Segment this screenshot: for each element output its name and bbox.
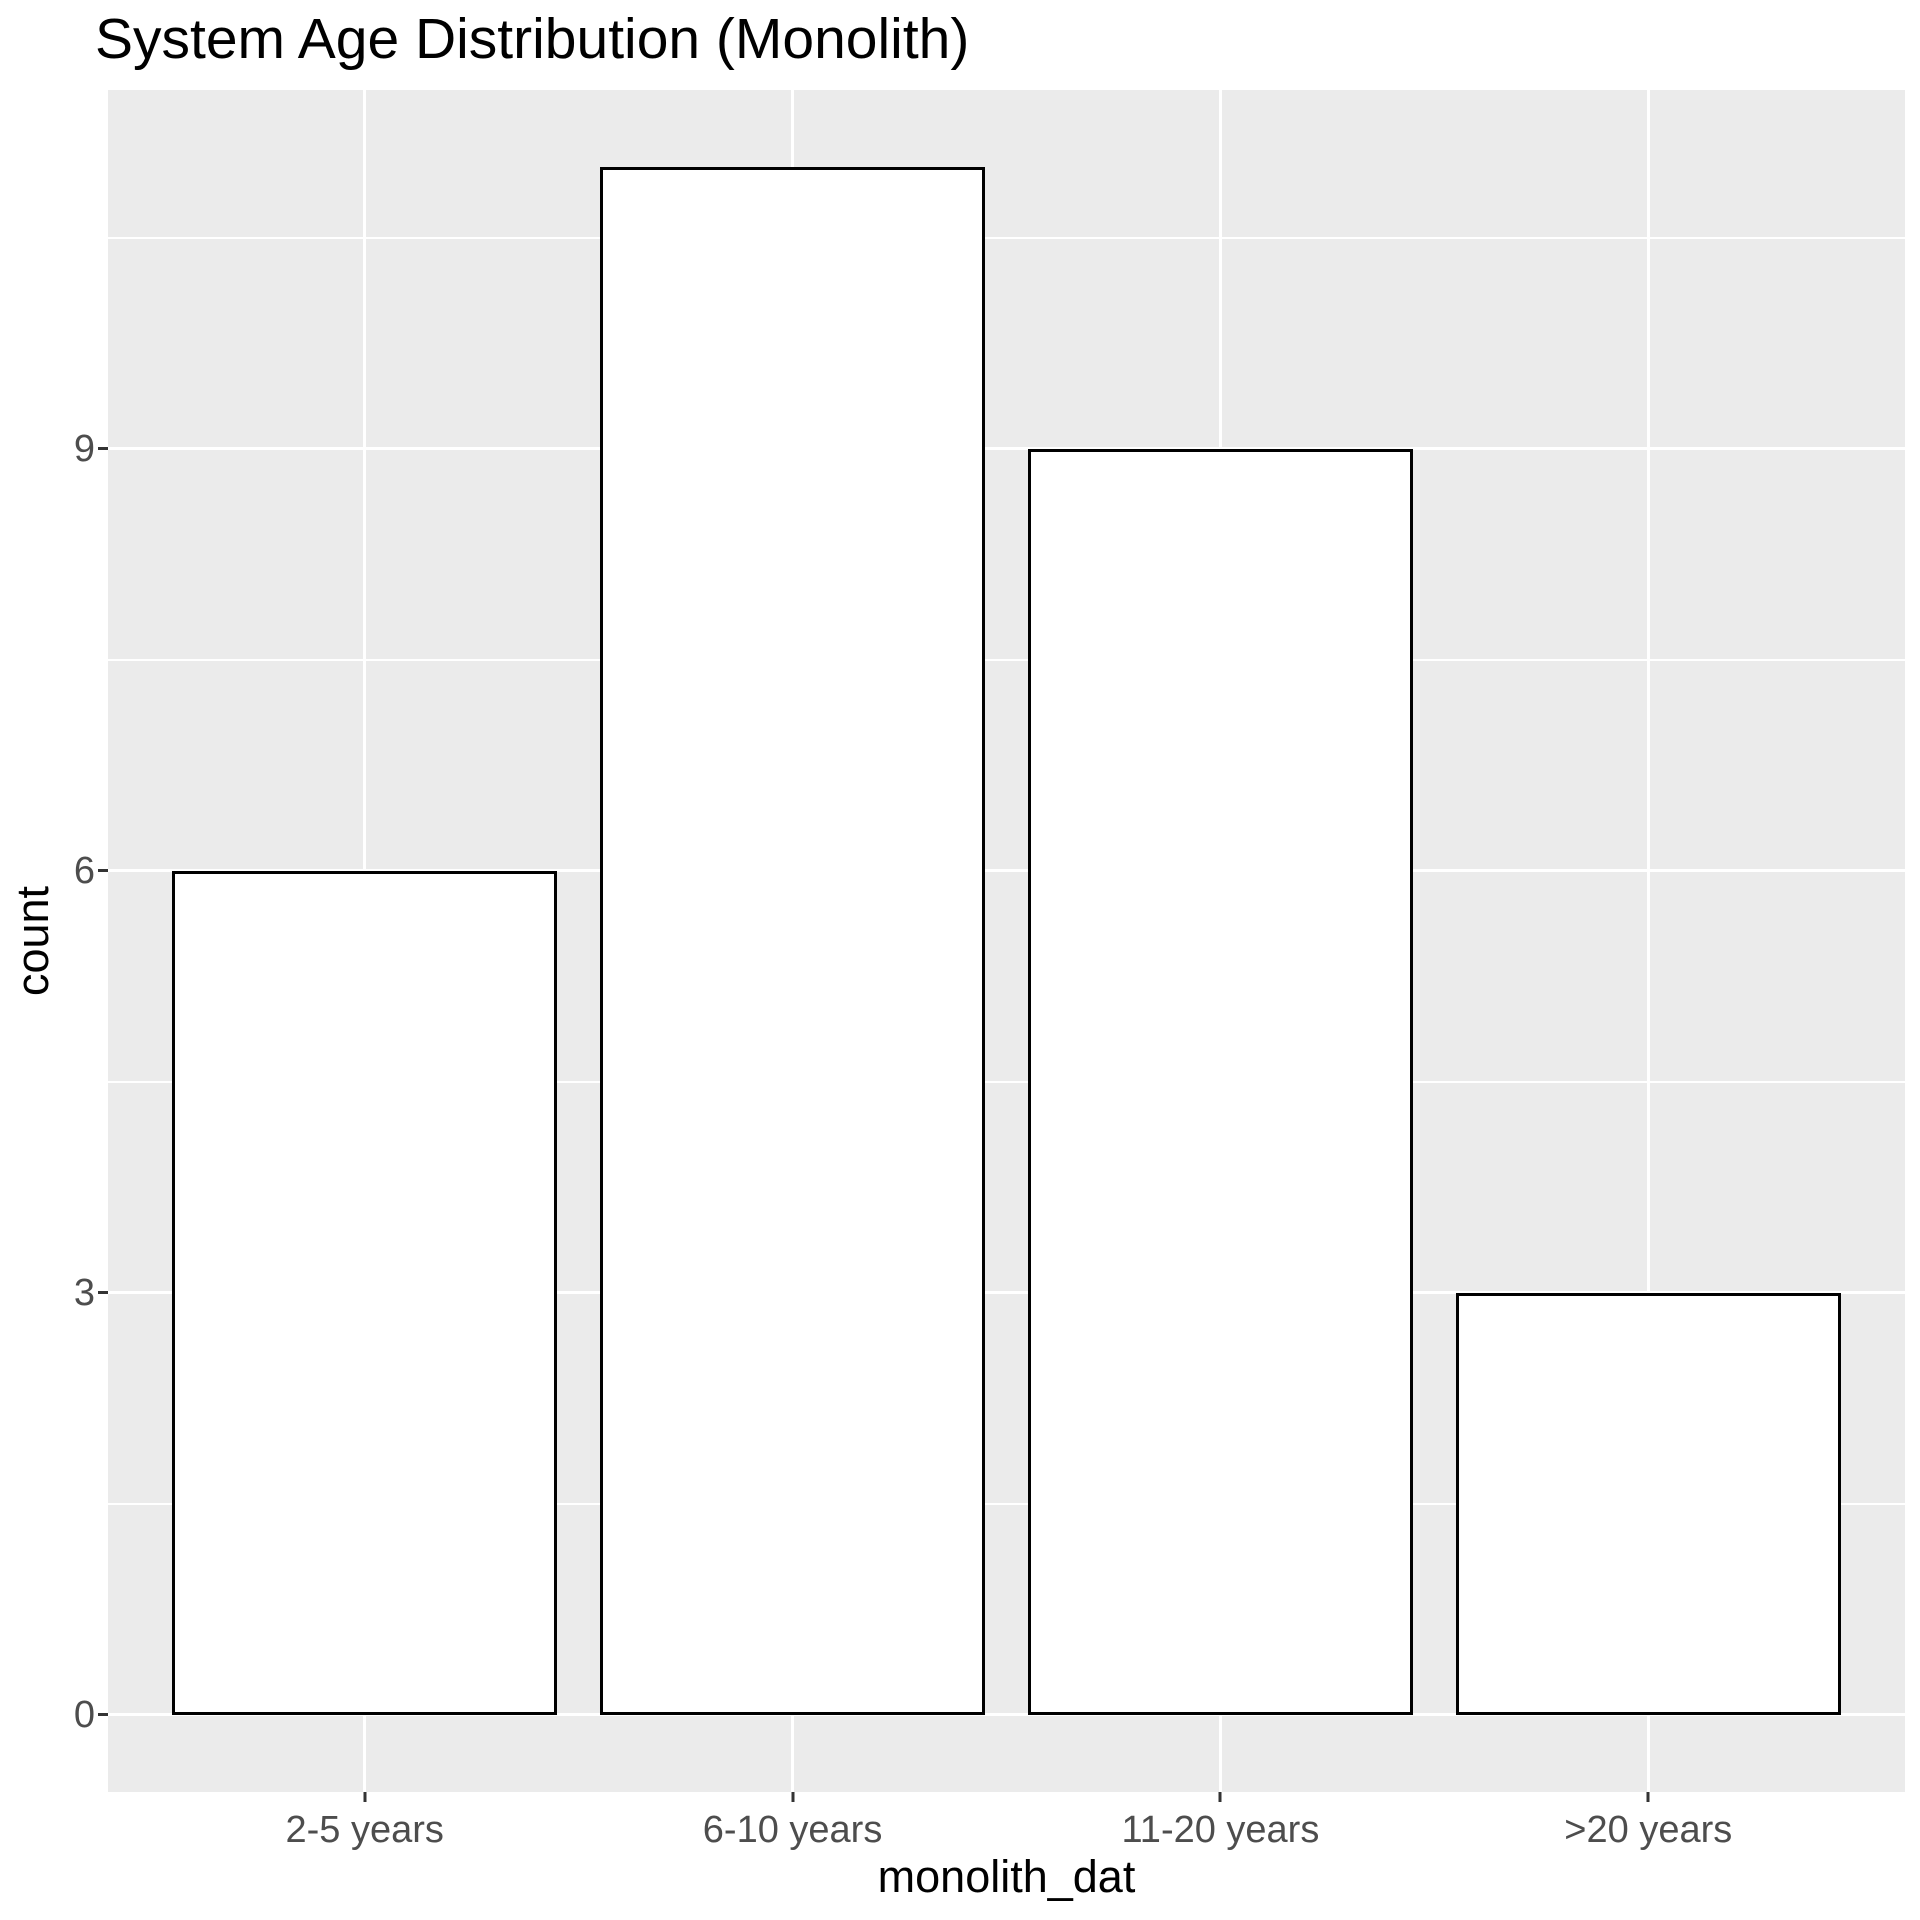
x-tick-label-2: 6-10 years xyxy=(702,1809,883,1851)
x-tick-mark-1 xyxy=(363,1792,367,1802)
gridline-minor-y-10.5 xyxy=(108,236,1905,239)
gridline-minor-y-7.5 xyxy=(108,658,1905,661)
x-tick-mark-3 xyxy=(1218,1792,1222,1802)
gridline-major-y-3 xyxy=(108,1291,1905,1295)
gridline-major-y-9 xyxy=(108,447,1905,451)
gridline-minor-y-1.5 xyxy=(108,1502,1905,1505)
y-tick-mark-6 xyxy=(98,869,108,873)
x-tick-label-3: 11-20 years xyxy=(1121,1809,1320,1851)
gridline-major-x-4 xyxy=(1646,90,1650,1792)
y-tick-label-6: 6 xyxy=(73,849,95,892)
x-tick-mark-4 xyxy=(1646,1792,1650,1802)
gridline-minor-y-4.5 xyxy=(108,1080,1905,1083)
x-axis-title: monolith_dat xyxy=(877,1851,1136,1902)
y-tick-mark-3 xyxy=(98,1291,108,1295)
y-tick-mark-9 xyxy=(98,447,108,451)
x-tick-label-4: >20 years xyxy=(1564,1809,1733,1851)
y-tick-label-3: 3 xyxy=(73,1271,95,1314)
y-tick-mark-0 xyxy=(98,1713,108,1717)
gridline-major-y-6 xyxy=(108,869,1905,873)
gridline-major-y-0 xyxy=(108,1713,1905,1717)
bar-2-5 years xyxy=(172,870,558,1715)
y-tick-label-0: 0 xyxy=(73,1693,95,1736)
plot-panel xyxy=(108,90,1905,1792)
y-axis-title: count xyxy=(7,885,58,997)
bar-6-10 years xyxy=(600,167,986,1715)
bar-11-20 years xyxy=(1027,448,1413,1715)
chart-title: System Age Distribution (Monolith) xyxy=(95,7,970,71)
x-tick-mark-2 xyxy=(791,1792,795,1802)
x-tick-label-1: 2-5 years xyxy=(285,1809,444,1851)
bar->20 years xyxy=(1455,1292,1841,1715)
y-tick-label-9: 9 xyxy=(73,427,95,470)
